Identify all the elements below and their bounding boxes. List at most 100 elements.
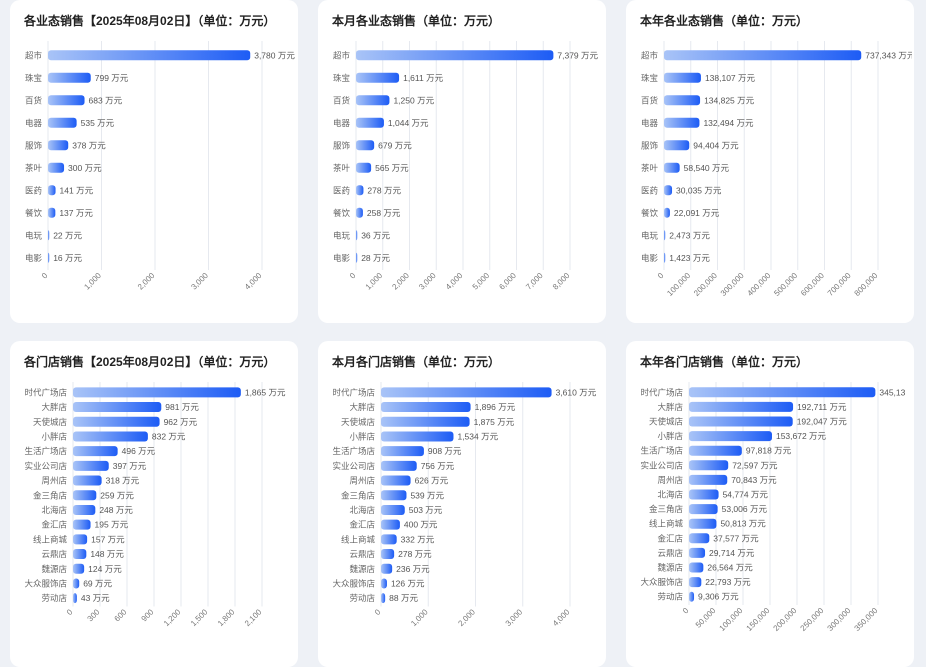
category-label: 实业公司店	[640, 460, 683, 470]
value-label: 756 万元	[421, 461, 455, 471]
category-label: 电器	[333, 118, 351, 128]
bar	[356, 95, 390, 106]
value-label: 50,813 万元	[720, 519, 766, 529]
value-label: 345,13	[879, 387, 905, 397]
category-label: 小胖店	[41, 431, 67, 441]
x-tick-label: 200,000	[692, 271, 719, 298]
value-label: 626 万元	[415, 476, 449, 486]
value-label: 195 万元	[95, 520, 129, 530]
value-label: 1,423 万元	[669, 253, 710, 263]
bar	[48, 185, 56, 196]
value-label: 258 万元	[367, 208, 401, 218]
value-label: 378 万元	[72, 140, 106, 150]
bar	[689, 562, 704, 573]
value-label: 30,035 万元	[676, 185, 722, 195]
x-tick-label: 3,000	[189, 271, 210, 292]
bar	[381, 504, 405, 515]
bar	[664, 185, 673, 196]
bar	[48, 140, 69, 151]
category-label: 劳动店	[657, 592, 683, 602]
value-label: 192,047 万元	[797, 417, 848, 427]
value-label: 300 万元	[68, 163, 102, 173]
category-label: 北海店	[41, 505, 67, 515]
bar	[48, 72, 91, 83]
value-label: 132,494 万元	[703, 118, 754, 128]
x-tick-label: 500,000	[772, 271, 799, 298]
value-label: 69 万元	[83, 578, 112, 588]
x-tick-label: 0	[681, 606, 691, 616]
x-tick-label: 4,000	[243, 271, 264, 292]
category-label: 小胖店	[657, 431, 683, 441]
chart-title: 本月各业态销售（单位：万元）	[332, 14, 501, 28]
bar	[73, 460, 109, 471]
category-label: 服饰	[333, 140, 351, 150]
category-label: 金汇店	[41, 520, 67, 530]
value-label: 70,843 万元	[731, 475, 777, 485]
category-label: 大众服饰店	[332, 578, 375, 588]
value-label: 539 万元	[410, 490, 444, 500]
bar	[381, 416, 470, 427]
x-tick-label: 1,800	[216, 607, 237, 628]
x-tick-label: 250,000	[799, 606, 826, 633]
chart-title: 本年各业态销售（单位：万元）	[640, 14, 809, 28]
category-label: 小胖店	[349, 431, 375, 441]
category-label: 线上商城	[649, 519, 684, 529]
category-label: 魏源店	[349, 564, 375, 574]
chart-title: 本月各门店销售（单位：万元）	[332, 355, 501, 369]
category-label: 大胖店	[349, 402, 375, 412]
bar	[48, 50, 251, 61]
value-label: 962 万元	[164, 417, 198, 427]
bar	[689, 401, 794, 412]
x-tick-label: 1,000	[364, 271, 385, 292]
bar	[689, 489, 719, 500]
x-tick-label: 150,000	[745, 606, 772, 633]
bar	[356, 117, 384, 128]
value-label: 22,091 万元	[674, 208, 720, 218]
value-label: 94,404 万元	[693, 140, 739, 150]
value-label: 54,774 万元	[723, 490, 769, 500]
bar	[356, 162, 372, 173]
value-label: 9,306 万元	[698, 592, 739, 602]
chart-card-month-store: 本月各门店销售（单位：万元） 0 1,000 2,000 3,000 4,000 3,61…	[318, 341, 606, 667]
bar	[73, 534, 88, 545]
bar	[73, 549, 87, 560]
bar-chart: 0 1,000 2,000 3,000 4,000 5,000 6,000 7,000 8,00…	[333, 41, 599, 292]
value-label: 1,534 万元	[457, 431, 498, 441]
x-tick-label: 3,000	[504, 607, 525, 628]
value-label: 1,250 万元	[393, 95, 434, 105]
bar	[73, 416, 160, 427]
x-tick-label: 1,000	[82, 271, 103, 292]
bar	[664, 50, 862, 61]
bar	[73, 504, 96, 515]
bar-chart: 0 1,000 2,000 3,000 4,000 3,610 万元 1,896 万元 1,8…	[332, 382, 597, 628]
value-label: 137 万元	[59, 208, 93, 218]
category-label: 时代广场店	[24, 387, 67, 397]
value-label: 683 万元	[89, 95, 123, 105]
bar	[48, 95, 85, 106]
bar	[381, 402, 471, 413]
bar	[689, 416, 793, 427]
category-label: 茶叶	[641, 163, 659, 173]
bar	[381, 431, 454, 442]
value-label: 3,610 万元	[556, 387, 597, 397]
category-label: 服饰	[25, 140, 43, 150]
x-tick-label: 300,000	[719, 271, 746, 298]
value-label: 141 万元	[60, 185, 94, 195]
value-label: 737,343 万元	[865, 50, 914, 60]
bar	[381, 387, 552, 398]
category-label: 超市	[641, 50, 659, 60]
value-label: 278 万元	[367, 185, 401, 195]
value-label: 29,714 万元	[709, 548, 755, 558]
bar	[664, 95, 701, 106]
value-label: 138,107 万元	[705, 73, 756, 83]
bar	[73, 446, 118, 457]
x-tick-label: 800,000	[853, 271, 880, 298]
category-label: 周州店	[657, 475, 683, 485]
x-tick-label: 4,000	[551, 607, 572, 628]
bar	[664, 252, 666, 263]
x-tick-label: 600,000	[799, 271, 826, 298]
value-label: 679 万元	[378, 140, 412, 150]
x-tick-label: 2,000	[456, 607, 477, 628]
category-label: 天使城店	[33, 417, 68, 427]
category-label: 超市	[25, 50, 43, 60]
